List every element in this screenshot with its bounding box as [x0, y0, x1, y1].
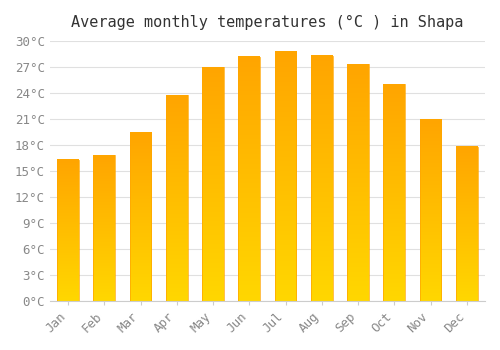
Bar — [166, 96, 188, 301]
Bar — [420, 119, 442, 301]
Bar — [130, 132, 152, 301]
Bar — [238, 56, 260, 301]
Title: Average monthly temperatures (°C ) in Shapa: Average monthly temperatures (°C ) in Sh… — [71, 15, 464, 30]
Bar — [94, 155, 115, 301]
Bar — [384, 84, 405, 301]
Bar — [311, 56, 332, 301]
Bar — [347, 64, 369, 301]
Bar — [57, 160, 79, 301]
Bar — [456, 147, 477, 301]
Bar — [274, 51, 296, 301]
Bar — [202, 67, 224, 301]
